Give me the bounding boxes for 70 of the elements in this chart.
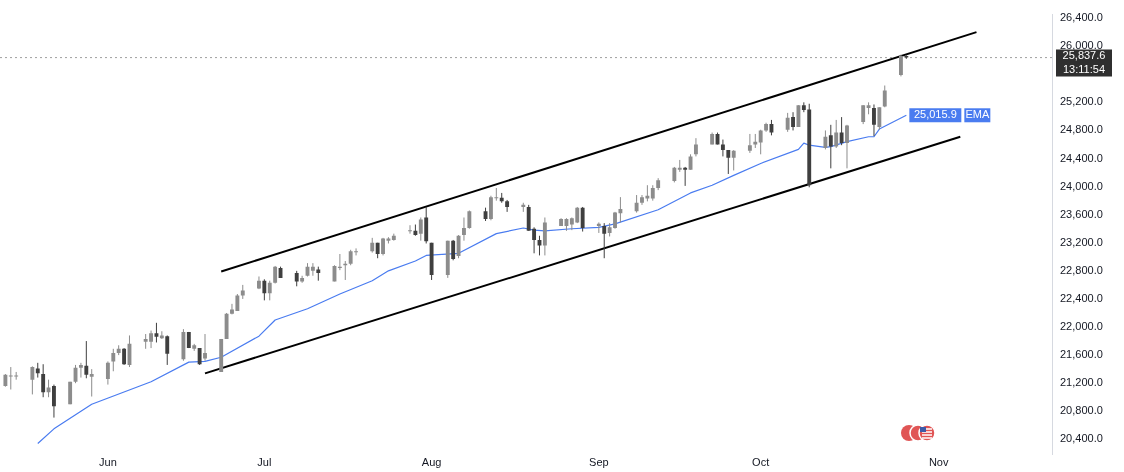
candlestick [165, 334, 170, 366]
y-tick-label: 26,000.0 [1060, 39, 1103, 52]
candlestick [111, 348, 116, 372]
candlestick [694, 137, 698, 157]
data-label: 25,015.9 [913, 108, 957, 121]
candlestick [618, 196, 623, 223]
candlestick [731, 149, 736, 171]
y-tick-label: 22,000.0 [1060, 320, 1103, 333]
y-tick-label: 23,200.0 [1060, 235, 1103, 248]
candlestick [78, 362, 83, 379]
y-tick-label: 20,400.0 [1060, 432, 1103, 445]
x-tick-label: Jun [99, 456, 117, 469]
candlestick [899, 54, 903, 77]
ref-line-label: 25,837.6 [1062, 49, 1106, 62]
candlestick [726, 149, 731, 175]
candlestick [823, 129, 828, 150]
x-tick-label: Jul [257, 456, 272, 469]
candlestick [683, 166, 688, 187]
candlestick [41, 363, 46, 398]
x-tick-label: Sep [589, 456, 609, 469]
candlestick [267, 280, 272, 301]
candlestick [796, 104, 801, 128]
candlestick [839, 116, 844, 146]
y-tick-label: 26,400.0 [1060, 11, 1103, 24]
candlestick [602, 222, 607, 259]
candlestick [580, 206, 585, 233]
candlestick [462, 217, 466, 242]
candlestick [872, 103, 876, 137]
y-tick-label: 24,000.0 [1060, 179, 1103, 192]
legend-label: EMA [965, 108, 990, 121]
candlestick [84, 340, 89, 379]
candlestick [89, 368, 94, 398]
x-tick-label: Nov [928, 456, 949, 469]
candlestick [456, 234, 461, 259]
y-tick-label: 24,800.0 [1060, 123, 1103, 136]
candlestick [834, 119, 839, 149]
candlestick [424, 206, 429, 244]
x-tick-label: Oct [752, 456, 770, 469]
candlestick [30, 365, 35, 395]
y-tick-label: 23,600.0 [1060, 207, 1103, 220]
candlestick [310, 262, 315, 277]
candlestick [542, 217, 547, 256]
candlestick [758, 129, 763, 155]
candlestick [262, 278, 267, 301]
y-tick-label: 20,800.0 [1060, 404, 1103, 417]
candlestick [203, 333, 207, 362]
candlestick [845, 124, 849, 169]
text: 13:11:54 [1062, 62, 1106, 75]
candlestick [828, 124, 833, 169]
candlestick [785, 112, 790, 133]
y-tick-label: 21,200.0 [1060, 376, 1103, 389]
candlestick [791, 111, 795, 131]
candlestick [877, 106, 882, 131]
y-tick-label: 21,600.0 [1060, 348, 1103, 361]
candlestick [467, 209, 472, 230]
y-tick-label: 22,800.0 [1060, 263, 1103, 276]
x-tick-label: Aug [421, 456, 442, 469]
candlestick [52, 384, 56, 419]
candlestick [451, 239, 456, 261]
candlestick [105, 360, 110, 386]
candlestick [505, 199, 510, 213]
candlestick [720, 139, 725, 157]
y-tick-label: 22,400.0 [1060, 291, 1103, 304]
y-tick-label: 24,400.0 [1060, 151, 1103, 164]
candlestick [418, 217, 423, 242]
candlestick [408, 224, 412, 235]
y-tick-label: 25,200.0 [1060, 95, 1103, 108]
candlestick [747, 133, 752, 154]
candlestick [861, 104, 866, 125]
candlestick [257, 275, 261, 290]
